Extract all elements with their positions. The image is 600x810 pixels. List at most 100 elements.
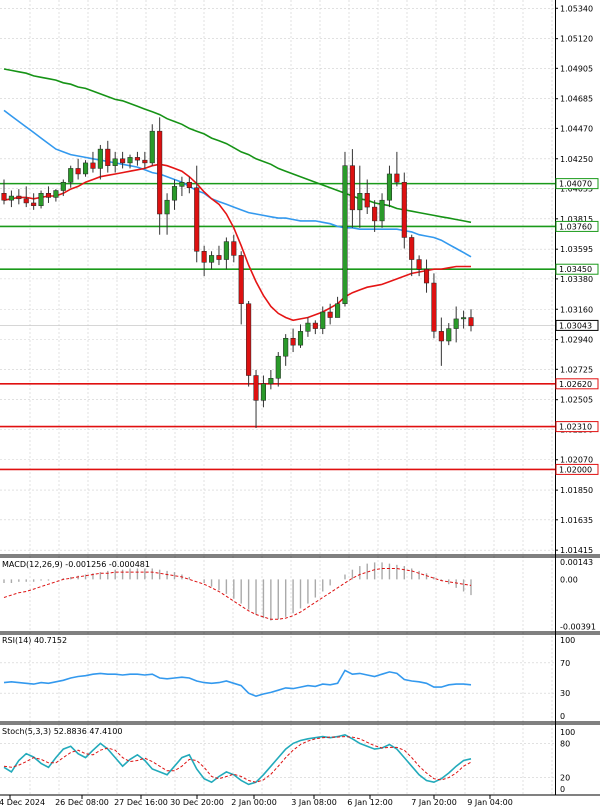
candle-body xyxy=(231,241,237,256)
current-price-label: 1.03043 xyxy=(559,321,592,330)
ma-mid-line xyxy=(3,109,472,258)
macd-label: MACD(12,26,9) -0.001256 -0.000481 xyxy=(2,560,150,569)
candle-body xyxy=(238,255,244,304)
candle-body xyxy=(68,168,74,183)
level-price-box xyxy=(555,178,599,190)
candle-body xyxy=(349,165,355,211)
rsi-tick-label: 100 xyxy=(560,636,575,645)
candle-body xyxy=(342,165,348,304)
ma-slow-line xyxy=(3,68,472,224)
candle-body xyxy=(120,158,126,164)
candle-body xyxy=(194,187,200,252)
candle-body xyxy=(431,282,437,332)
candle-body xyxy=(8,195,14,201)
candle-body xyxy=(253,375,259,401)
level-price-label: 1.03450 xyxy=(559,265,592,274)
candle-body xyxy=(45,193,52,198)
rsi-label: RSI(14) 40.7152 xyxy=(2,636,67,645)
candle-body xyxy=(438,331,444,342)
candle-body xyxy=(320,311,326,329)
price-tick-label: 1.03380 xyxy=(560,275,593,284)
price-tick-label: 1.02505 xyxy=(560,396,593,405)
candle-body xyxy=(386,173,393,201)
stoch-tick-label: 100 xyxy=(560,728,575,737)
rsi-line xyxy=(3,669,472,698)
price-tick-label: 1.03160 xyxy=(560,305,593,314)
x-tick-label: 6 Jan 12:00 xyxy=(347,798,393,807)
x-tick-label: 26 Dec 08:00 xyxy=(55,798,109,807)
moving-averages xyxy=(3,68,472,322)
candle-body xyxy=(171,186,178,201)
candle-body xyxy=(38,193,44,206)
price-tick-label: 1.01635 xyxy=(560,516,593,525)
candle-body xyxy=(446,328,452,342)
candle-body xyxy=(290,337,296,346)
candle-body xyxy=(223,241,229,260)
stoch-label: Stoch(5,3,3) 52.8836 47.4100 xyxy=(2,727,122,736)
price-tick-label: 1.01415 xyxy=(560,546,593,555)
stoch-tick-label: 0 xyxy=(560,785,565,794)
x-tick-label: 2 Jan 00:00 xyxy=(231,798,277,807)
level-price-label: 1.02310 xyxy=(559,423,592,432)
candle-body xyxy=(409,237,415,260)
candle-body xyxy=(164,199,170,215)
candle-body xyxy=(312,322,318,329)
candle-body xyxy=(23,198,29,204)
candle-body xyxy=(357,193,363,211)
level-price-label: 1.02620 xyxy=(559,380,592,389)
x-tick-label: 9 Jan 04:00 xyxy=(467,798,513,807)
indicator-panes xyxy=(0,562,555,786)
candle-body xyxy=(268,378,274,385)
candle-body xyxy=(416,259,422,270)
level-price-box xyxy=(555,463,599,475)
level-price-label: 1.03760 xyxy=(559,222,592,231)
candle-body xyxy=(468,317,474,327)
candle-body xyxy=(112,158,118,166)
candle-body xyxy=(31,202,37,206)
candle-body xyxy=(179,181,185,187)
x-tick-label: 30 Dec 20:00 xyxy=(170,798,224,807)
support-resistance-levels xyxy=(0,182,555,471)
stoch-k-line xyxy=(3,734,472,786)
candle-body xyxy=(327,311,333,318)
candle-body xyxy=(216,255,222,260)
candle-body xyxy=(142,159,148,164)
price-tick-label: 1.02940 xyxy=(560,336,593,345)
rsi-tick-label: 70 xyxy=(560,659,570,668)
price-tick-label: 1.03595 xyxy=(560,245,593,254)
candle-body xyxy=(423,268,430,284)
candle-body xyxy=(401,181,407,238)
x-tick-label: 7 Jan 20:00 xyxy=(411,798,457,807)
price-tick-label: 1.05120 xyxy=(560,35,593,44)
current-price-box xyxy=(555,319,599,331)
macd-tick-label: 0.00143 xyxy=(560,558,593,567)
candle-body xyxy=(157,130,163,215)
candle-body xyxy=(335,303,341,318)
level-price-box xyxy=(555,263,599,275)
price-tick-label: 1.03815 xyxy=(560,215,593,224)
candle-body xyxy=(461,317,467,320)
candle-body xyxy=(297,331,304,346)
candle-body xyxy=(90,162,96,169)
candle-body xyxy=(134,157,140,161)
candle-body xyxy=(60,181,66,191)
price-labels: 1.04070 1.03760 1.03450 1.02620 1.02310 1.020… xyxy=(555,178,599,475)
candlesticks xyxy=(1,117,474,428)
candle-body xyxy=(275,355,281,379)
candle-body xyxy=(201,251,207,263)
stoch-tick-label: 20 xyxy=(560,774,570,783)
price-tick-label: 1.02070 xyxy=(560,456,593,465)
x-tick-label: 3 Jan 08:00 xyxy=(291,798,337,807)
candle-body xyxy=(372,206,378,222)
ma-fast-line xyxy=(3,163,471,322)
candle-body xyxy=(364,193,370,208)
candle-body xyxy=(246,303,252,376)
price-tick-label: 1.01850 xyxy=(560,486,593,495)
candle-body xyxy=(305,322,311,332)
candle-body xyxy=(394,173,400,183)
price-tick-label: 1.04250 xyxy=(560,155,593,164)
x-tick-label: 24 Dec 2024 xyxy=(0,798,45,807)
price-tick-label: 1.04685 xyxy=(560,95,593,104)
